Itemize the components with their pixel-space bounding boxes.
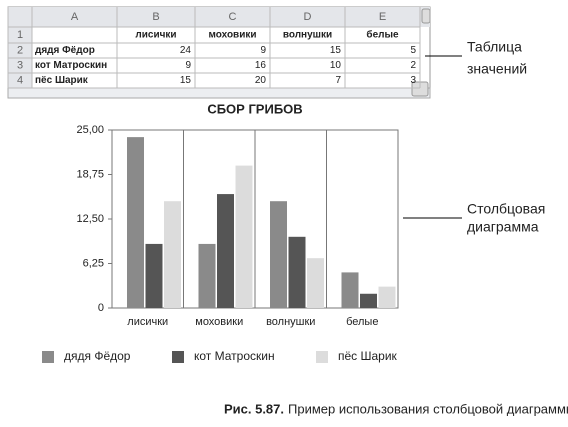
column-header-bar: [8, 7, 430, 27]
chart-title: СБОР ГРИБОВ: [207, 101, 302, 116]
legend-swatch: [172, 351, 184, 363]
y-tick-label: 12,50: [76, 213, 104, 225]
row-label: кот Матроскин: [35, 60, 107, 71]
y-tick-label: 0: [98, 302, 104, 314]
bar: [127, 137, 144, 308]
row-number: 1: [17, 29, 23, 41]
row-number: 3: [17, 59, 23, 71]
legend-swatch: [316, 351, 328, 363]
column-header: белые: [366, 29, 399, 41]
cell-value: 9: [260, 45, 266, 56]
row-number: 4: [17, 74, 23, 86]
legend-label: кот Матроскин: [194, 349, 275, 363]
cell-value: 9: [185, 60, 191, 71]
caption-text: Пример использования столбцовой диаграмм…: [288, 401, 568, 416]
cell-value: 16: [255, 60, 267, 71]
column-letter: A: [71, 11, 79, 23]
y-tick-label: 25,00: [76, 124, 104, 136]
x-tick-label: волнушки: [266, 316, 315, 328]
legend-label: дядя Фёдор: [64, 349, 131, 363]
x-tick-label: лисички: [127, 316, 168, 328]
bar: [164, 201, 181, 308]
x-tick-label: белые: [346, 316, 378, 328]
bar: [307, 258, 324, 308]
row-label: дядя Фёдор: [35, 45, 95, 56]
annotation: значений: [467, 61, 527, 77]
annotation: Таблица: [467, 39, 522, 55]
y-tick-label: 18,75: [76, 168, 104, 180]
legend-label: пёс Шарик: [338, 349, 398, 363]
annotation: Столбцовая: [467, 201, 545, 217]
legend-swatch: [42, 351, 54, 363]
cell-value: 20: [255, 75, 267, 86]
row-number: 2: [17, 44, 23, 56]
bar: [217, 194, 234, 308]
y-tick-label: 6,25: [83, 257, 104, 269]
cell-value: 7: [335, 75, 341, 86]
bar: [378, 286, 396, 308]
bar: [288, 236, 306, 308]
column-header: лисички: [135, 30, 176, 41]
sheet-handle: [421, 8, 431, 24]
bar: [198, 243, 216, 308]
cell-value: 10: [330, 60, 342, 71]
bar: [235, 165, 253, 308]
column-letter: E: [379, 11, 386, 23]
bar: [360, 293, 377, 308]
cell-value: 3: [410, 75, 416, 86]
cell-value: 5: [410, 45, 416, 56]
column-header: моховики: [209, 30, 257, 41]
column-letter: B: [152, 11, 159, 23]
cell-value: 15: [180, 75, 192, 86]
column-header: волнушки: [283, 30, 332, 41]
caption-label: Рис. 5.87.: [224, 401, 284, 416]
bar: [270, 201, 287, 308]
column-letter: D: [304, 11, 312, 23]
cell-value: 2: [410, 60, 416, 71]
x-tick-label: моховики: [195, 316, 243, 328]
bar: [145, 243, 163, 308]
bar: [341, 272, 359, 308]
row-label: пёс Шарик: [35, 75, 89, 86]
cell-value: 15: [330, 45, 342, 56]
column-letter: C: [229, 11, 237, 23]
scrollbar: [7, 87, 431, 99]
cell-value: 24: [180, 45, 192, 56]
annotation: диаграмма: [467, 219, 539, 235]
